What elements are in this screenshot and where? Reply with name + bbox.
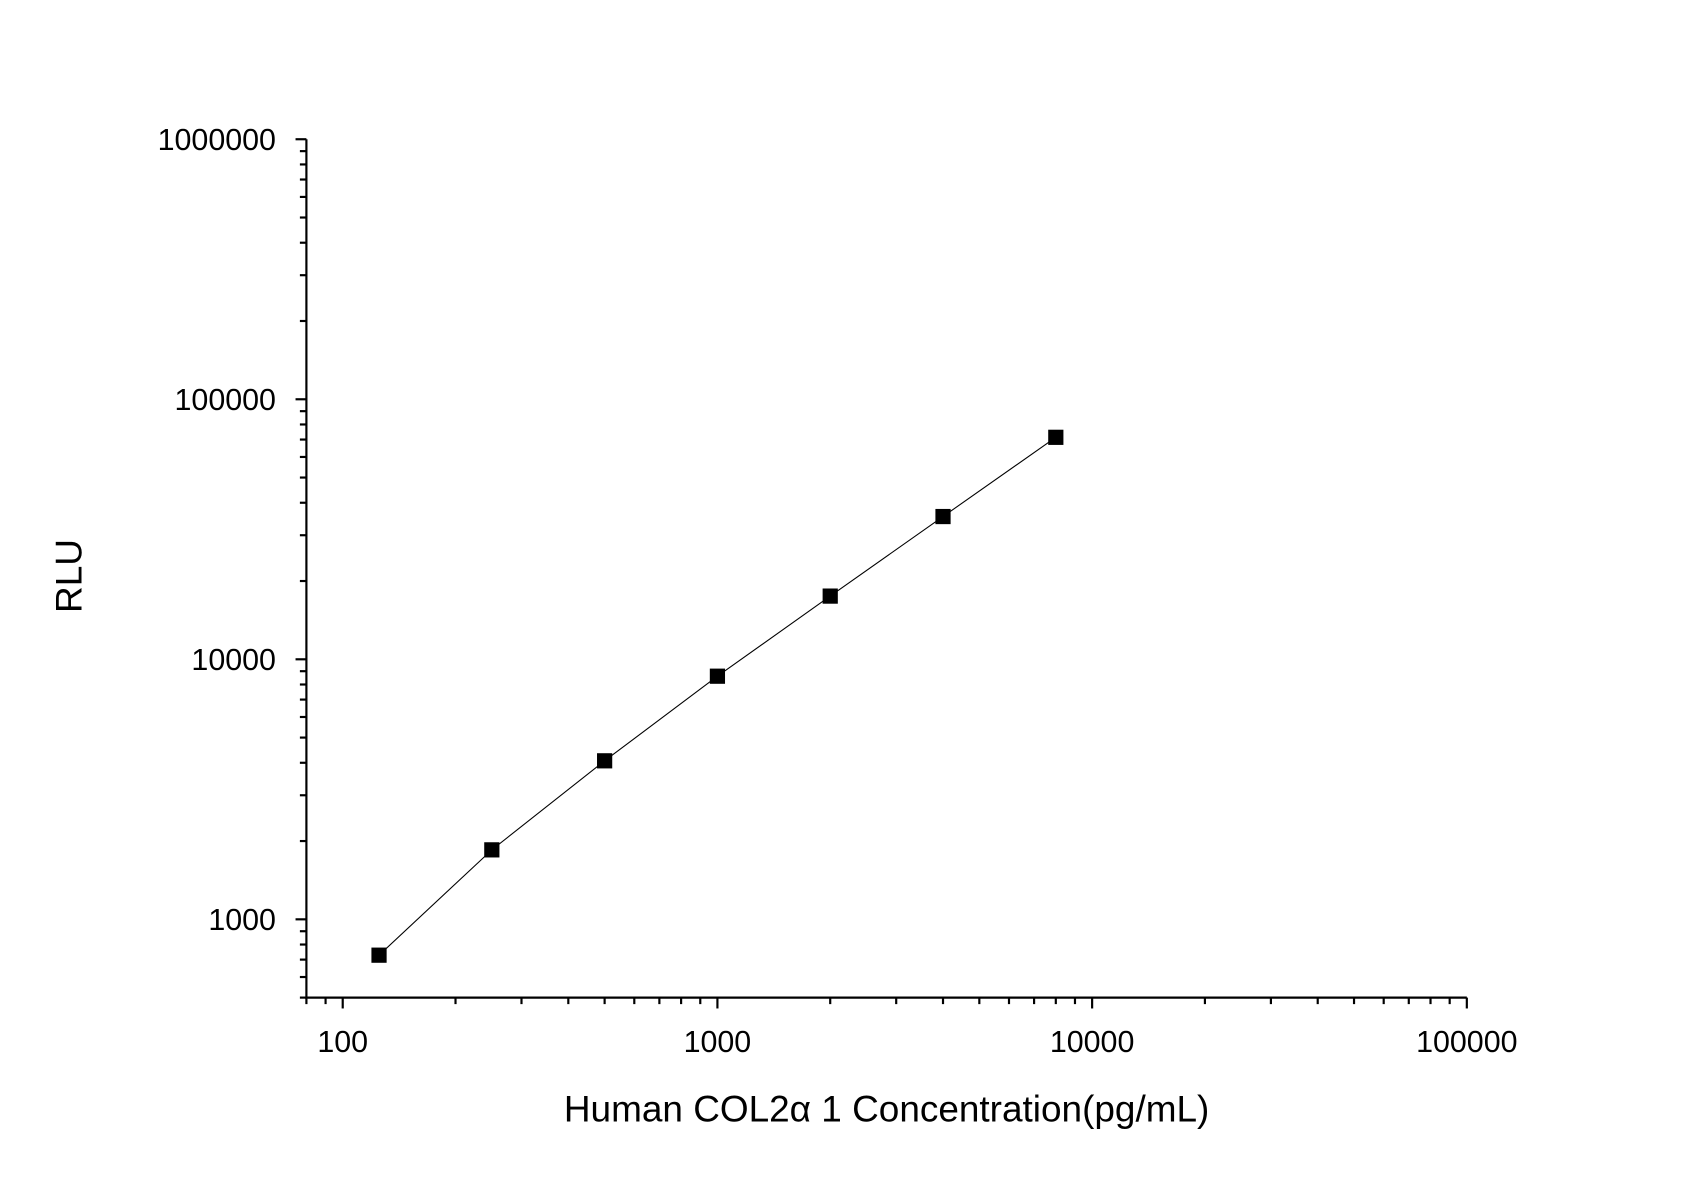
series	[371, 429, 1064, 963]
series-line	[378, 436, 1057, 956]
data-point	[822, 588, 838, 604]
data-point	[935, 508, 951, 525]
data-point	[484, 842, 500, 858]
x-tick-label: 1000	[684, 1025, 752, 1059]
ticks: 100 1000 10000 100000 1000 10000 100000 1000000	[158, 123, 1518, 1059]
data-point	[709, 668, 726, 684]
x-tick-label: 100	[317, 1025, 368, 1059]
x-tick-label: 10000	[1050, 1025, 1135, 1059]
data-point	[371, 947, 387, 963]
x-tick-label: 100000	[1416, 1025, 1517, 1059]
x-axis-title: Human COL2α 1 Concentration(pg/mL)	[564, 1088, 1210, 1129]
axes	[305, 139, 1467, 999]
y-tick-label: 10000	[191, 643, 276, 677]
data-point	[597, 753, 613, 769]
y-tick-label: 100000	[175, 383, 276, 417]
y-tick-label: 1000	[208, 903, 276, 937]
y-axis-title: RLU	[48, 539, 89, 613]
y-tick-label: 1000000	[158, 123, 276, 157]
data-point	[1048, 429, 1064, 445]
